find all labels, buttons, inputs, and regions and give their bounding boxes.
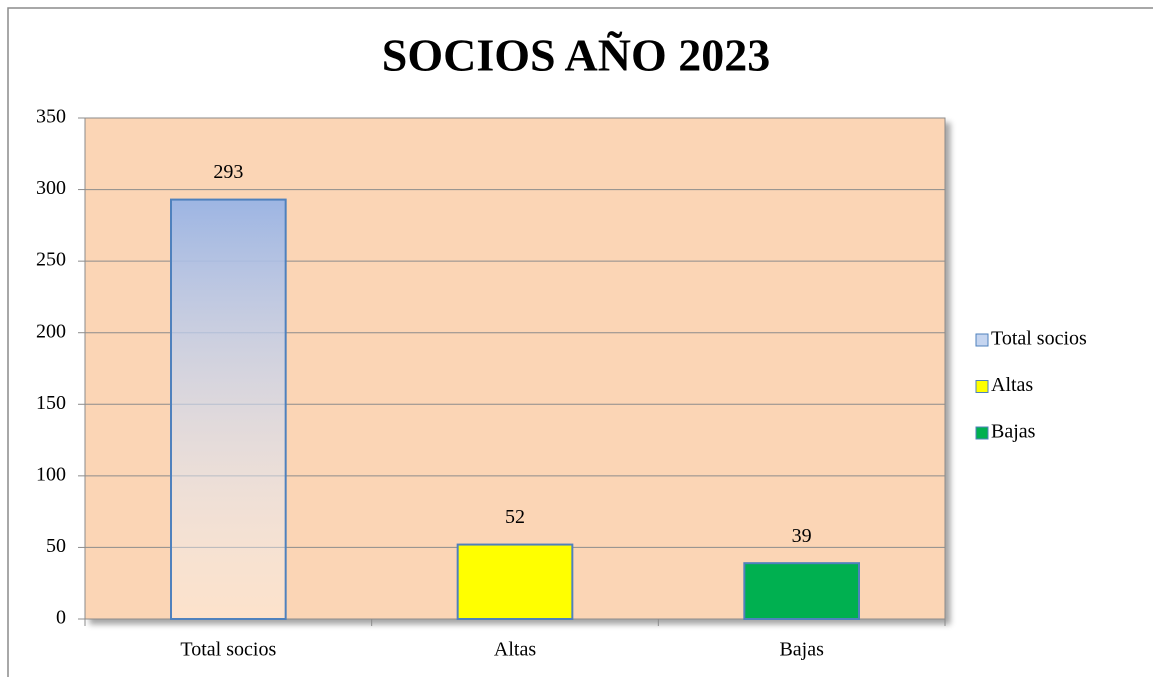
x-tick-label: Total socios (180, 639, 276, 661)
x-tick-label: Bajas (779, 639, 824, 661)
legend-swatch (975, 333, 989, 347)
y-tick-label: 250 (36, 249, 66, 271)
y-tick-label: 150 (36, 392, 66, 414)
x-tick-label: Altas (494, 639, 536, 661)
y-tick-label: 0 (56, 607, 66, 629)
data-label: 39 (792, 525, 812, 547)
chart-title: SOCIOS AÑO 2023 (382, 30, 771, 81)
legend-label: Total socios (991, 328, 1087, 350)
legend-label: Altas (991, 374, 1033, 396)
legend-swatch (975, 426, 989, 440)
bar (743, 562, 860, 620)
y-tick-label: 100 (36, 463, 66, 485)
legend-swatch (975, 380, 989, 393)
bar (170, 198, 287, 620)
data-label: 52 (505, 506, 525, 528)
y-tick-label: 200 (36, 320, 66, 342)
bar (456, 543, 574, 621)
data-label: 293 (213, 161, 243, 183)
legend-label: Bajas (991, 421, 1036, 443)
y-tick-label: 350 (36, 106, 66, 128)
y-tick-label: 300 (36, 177, 66, 199)
y-tick-label: 50 (46, 535, 66, 557)
